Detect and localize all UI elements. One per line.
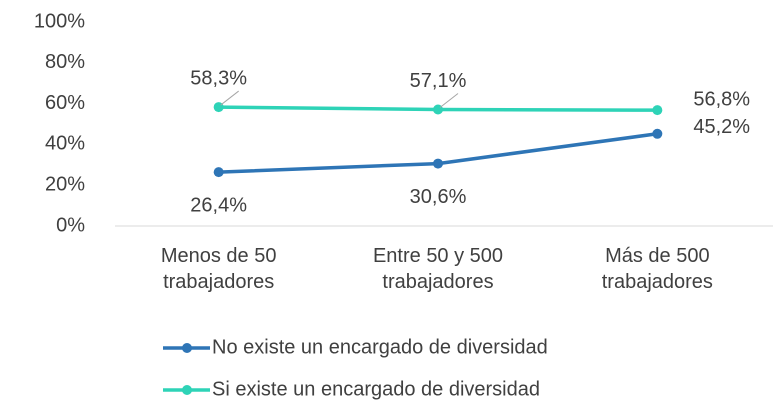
point	[652, 105, 663, 116]
y-tick-label: 40%	[45, 133, 85, 155]
leader-line	[220, 90, 239, 106]
legend-label: Si existe un encargado de diversidad	[212, 378, 540, 400]
point	[213, 167, 224, 178]
legend-marker	[182, 343, 192, 353]
y-tick-label: 20%	[45, 173, 85, 195]
x-tick-label: Más de 500 trabajadores	[601, 245, 713, 293]
point	[433, 158, 443, 169]
x-tick-label: Entre 50 y 500 trabajadores	[372, 245, 504, 293]
y-tick-label: 80%	[45, 51, 85, 73]
x-tick-label-box: Menos de 50 trabajadores	[160, 245, 277, 293]
y-tick-label: 100%	[34, 10, 85, 32]
data-label: 58,3%	[190, 67, 247, 89]
x-tick-label: Menos de 50 trabajadores	[160, 245, 277, 293]
legend-label: No existe un encargado de diversidad	[212, 336, 548, 358]
data-label: 26,4%	[190, 194, 247, 216]
y-tick-label: 60%	[45, 92, 85, 114]
x-tick-label-box: Entre 50 y 500 trabajadores	[372, 245, 504, 293]
point	[652, 128, 663, 139]
data-label: 56,8%	[693, 88, 750, 110]
leader-line	[439, 93, 459, 108]
data-label: 45,2%	[693, 116, 750, 138]
data-label: 30,6%	[410, 186, 467, 208]
y-tick-label: 0%	[56, 214, 85, 236]
x-tick-label-box: Más de 500 trabajadores	[601, 245, 713, 293]
legend-marker	[182, 385, 192, 395]
data-label: 57,1%	[410, 70, 467, 92]
